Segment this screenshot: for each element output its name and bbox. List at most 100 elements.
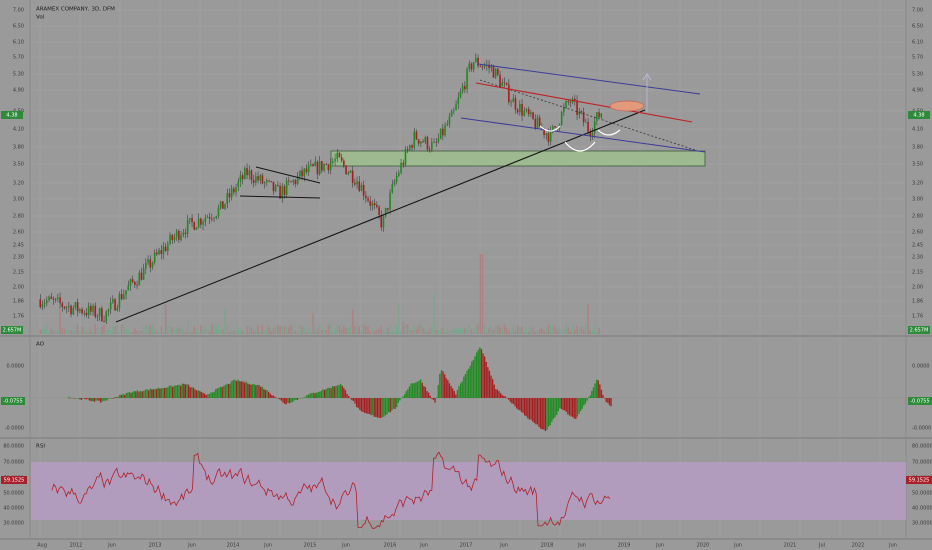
ao-bar[interactable] xyxy=(258,385,260,398)
ao-bar[interactable] xyxy=(164,388,166,398)
ao-bar[interactable] xyxy=(247,383,249,398)
red-neckline[interactable] xyxy=(475,82,693,123)
candle[interactable] xyxy=(389,192,391,210)
ao-bar[interactable] xyxy=(456,389,459,398)
ao-bar[interactable] xyxy=(536,398,539,425)
candle[interactable] xyxy=(356,181,358,185)
ao-bar[interactable] xyxy=(244,382,246,398)
long-term-trendline[interactable] xyxy=(115,109,646,323)
candle[interactable] xyxy=(74,302,77,308)
ao-bar[interactable] xyxy=(580,398,582,412)
candle[interactable] xyxy=(349,170,352,173)
ao-bar[interactable] xyxy=(132,392,134,398)
ao-bar[interactable] xyxy=(184,384,187,398)
candle[interactable] xyxy=(598,112,600,118)
candle[interactable] xyxy=(593,121,596,133)
ao-bar[interactable] xyxy=(357,398,359,408)
candle[interactable] xyxy=(591,132,594,137)
ao-bar[interactable] xyxy=(440,370,443,398)
candle[interactable] xyxy=(398,172,400,176)
ao-bar[interactable] xyxy=(495,389,497,398)
ao-bar[interactable] xyxy=(359,398,361,410)
candle[interactable] xyxy=(281,186,284,199)
candle[interactable] xyxy=(387,207,389,210)
candle[interactable] xyxy=(492,66,495,78)
ao-bar[interactable] xyxy=(389,398,391,413)
ao-bar[interactable] xyxy=(300,398,302,399)
candle[interactable] xyxy=(470,63,473,70)
candle[interactable] xyxy=(200,218,202,225)
ao-bar[interactable] xyxy=(311,393,313,398)
candle[interactable] xyxy=(477,57,479,66)
candle[interactable] xyxy=(475,57,477,63)
ao-bar[interactable] xyxy=(108,398,110,399)
ao-bar[interactable] xyxy=(116,397,118,398)
candle[interactable] xyxy=(235,187,237,193)
candle[interactable] xyxy=(358,181,361,192)
candle[interactable] xyxy=(142,268,145,280)
ao-bar[interactable] xyxy=(348,395,350,398)
candle[interactable] xyxy=(244,168,246,180)
ao-bar[interactable] xyxy=(280,398,283,401)
candle[interactable] xyxy=(312,164,314,167)
ao-bar[interactable] xyxy=(210,392,212,398)
candle[interactable] xyxy=(202,221,204,225)
ao-bar[interactable] xyxy=(364,398,366,413)
ao-bar[interactable] xyxy=(172,386,174,398)
candle[interactable] xyxy=(156,252,158,255)
ao-bar[interactable] xyxy=(170,385,172,398)
ao-bar[interactable] xyxy=(301,397,303,399)
ao-bar[interactable] xyxy=(218,387,220,398)
candle[interactable] xyxy=(362,184,365,196)
candle[interactable] xyxy=(505,82,508,85)
candle[interactable] xyxy=(332,161,334,163)
ao-bar[interactable] xyxy=(100,398,102,403)
ao-bar[interactable] xyxy=(165,387,167,398)
ao-bar[interactable] xyxy=(266,389,268,398)
candle[interactable] xyxy=(48,296,50,301)
candle[interactable] xyxy=(169,234,171,244)
candle[interactable] xyxy=(85,312,88,315)
candle[interactable] xyxy=(92,305,94,312)
ao-bar[interactable] xyxy=(303,397,305,398)
ao-bar[interactable] xyxy=(461,381,463,398)
ao-bar[interactable] xyxy=(367,398,369,414)
candle[interactable] xyxy=(285,180,288,195)
ao-bar[interactable] xyxy=(501,395,503,398)
candle[interactable] xyxy=(422,141,424,143)
ao-bar[interactable] xyxy=(455,394,457,398)
candle[interactable] xyxy=(435,141,438,143)
candle[interactable] xyxy=(585,122,587,123)
ao-bar[interactable] xyxy=(330,388,332,398)
candle[interactable] xyxy=(404,149,407,165)
ao-bar[interactable] xyxy=(242,381,244,398)
candle[interactable] xyxy=(373,203,376,206)
candle[interactable] xyxy=(96,316,99,317)
candle[interactable] xyxy=(532,112,534,120)
candle[interactable] xyxy=(213,218,215,219)
candle[interactable] xyxy=(268,180,270,182)
ao-bar[interactable] xyxy=(527,398,529,419)
ao-bar[interactable] xyxy=(530,398,532,420)
candle[interactable] xyxy=(175,230,178,237)
candle[interactable] xyxy=(490,66,493,69)
ao-bar[interactable] xyxy=(524,398,526,416)
candle[interactable] xyxy=(563,107,565,113)
candle[interactable] xyxy=(448,116,451,125)
ao-bar[interactable] xyxy=(468,368,470,398)
ao-bar[interactable] xyxy=(327,387,329,398)
ao-bar[interactable] xyxy=(396,398,398,408)
ao-bar[interactable] xyxy=(148,390,150,398)
ao-bar[interactable] xyxy=(498,391,500,398)
ao-bar[interactable] xyxy=(439,373,441,398)
candle[interactable] xyxy=(164,246,167,251)
candle[interactable] xyxy=(299,170,301,177)
ao-bar[interactable] xyxy=(152,389,155,398)
candle[interactable] xyxy=(147,259,149,263)
candle[interactable] xyxy=(61,303,64,307)
ao-bar[interactable] xyxy=(564,398,566,411)
ao-bar[interactable] xyxy=(212,392,214,398)
candle[interactable] xyxy=(149,259,152,268)
candle[interactable] xyxy=(270,180,273,182)
candle[interactable] xyxy=(325,164,328,165)
